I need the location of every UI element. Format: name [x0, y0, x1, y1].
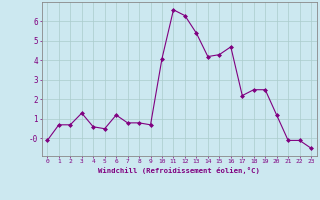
- X-axis label: Windchill (Refroidissement éolien,°C): Windchill (Refroidissement éolien,°C): [98, 167, 260, 174]
